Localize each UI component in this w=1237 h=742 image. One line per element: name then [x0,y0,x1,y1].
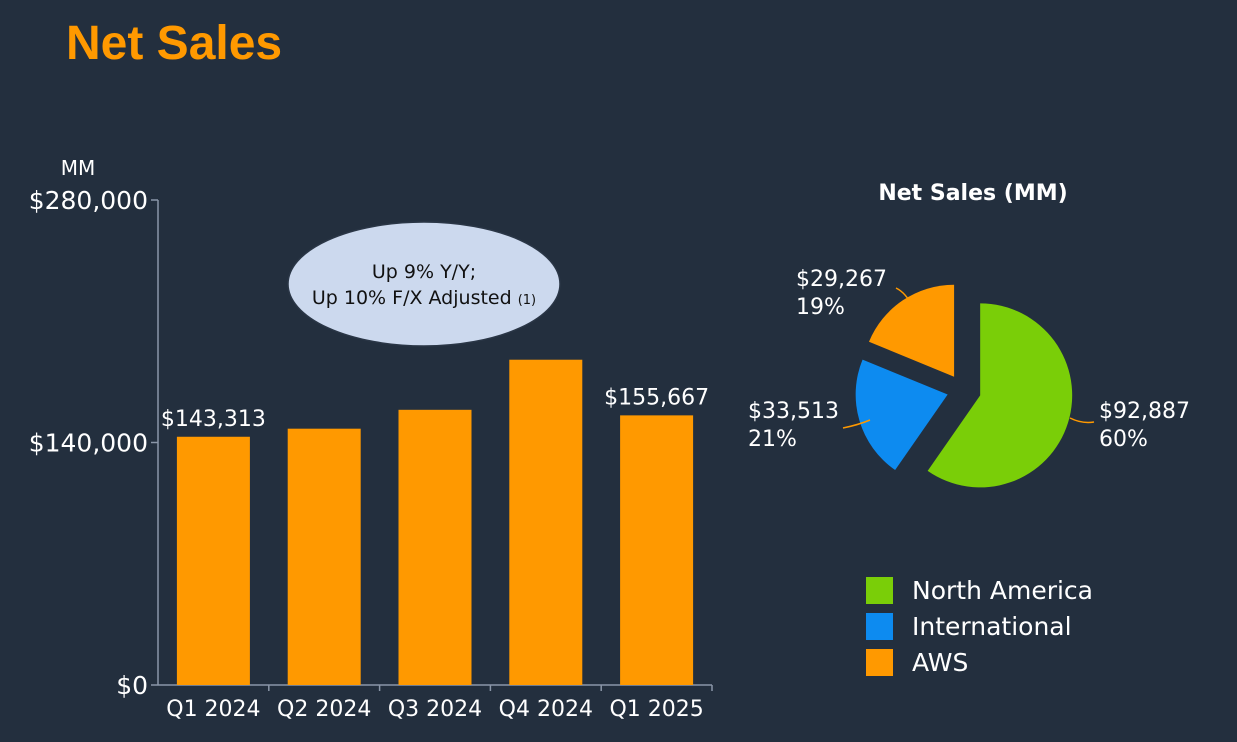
x-tick-label: Q1 2024 [166,697,260,722]
legend-swatch-international [866,612,893,640]
x-tick-label: Q4 2024 [499,697,593,722]
annotation-callout [287,221,561,347]
annotation-line-1: Up 9% Y/Y; [372,261,476,283]
pie-value-label-international: $33,513 [748,399,839,424]
legend-item-international: International [866,608,1093,644]
legend-swatch-aws [866,648,893,676]
y-tick-label: $280,000 [29,186,148,215]
y-axis-unit-label: MM [61,156,96,180]
bar [287,428,361,685]
y-tick-label: $140,000 [29,429,148,458]
bar-data-label: $155,667 [604,385,709,410]
leader-line-aws [895,287,913,307]
annotation-footnote: (1) [518,293,536,308]
bar [509,359,583,685]
legend-label-north-america: North America [912,575,1093,605]
bar-data-label: $143,313 [161,407,266,432]
leader-line-international [842,419,871,429]
pie-slice-aws [868,284,955,377]
bar [398,409,472,685]
x-tick-label: Q3 2024 [388,697,482,722]
pie-value-label-north-america: $92,887 [1099,399,1190,424]
pie-chart-title: Net Sales (MM) [878,181,1068,206]
pie-legend: North America International AWS [866,572,1093,680]
pie-percent-label-international: 21% [748,427,797,452]
legend-swatch-north-america [866,576,893,604]
pie-percent-label-north-america: 60% [1099,427,1148,452]
pie-slice-international [855,359,948,471]
y-tick-label: $0 [116,671,148,700]
bar [620,415,694,685]
annotation-line-2-text: Up 10% F/X Adjusted [312,287,518,309]
bar [176,436,250,685]
pie-value-label-aws: $29,267 [796,267,887,292]
legend-label-international: International [912,611,1072,641]
slide-title: Net Sales [66,17,283,70]
pie-percent-label-aws: 19% [796,295,845,320]
leader-line-north-america [1069,417,1095,424]
annotation-line-2: Up 10% F/X Adjusted (1) [312,287,536,309]
legend-item-north-america: North America [866,572,1093,608]
legend-label-aws: AWS [912,647,969,677]
x-tick-label: Q2 2024 [277,697,371,722]
x-tick-label: Q1 2025 [609,697,703,722]
legend-item-aws: AWS [866,644,1093,680]
pie-slice-north-america [927,303,1073,488]
